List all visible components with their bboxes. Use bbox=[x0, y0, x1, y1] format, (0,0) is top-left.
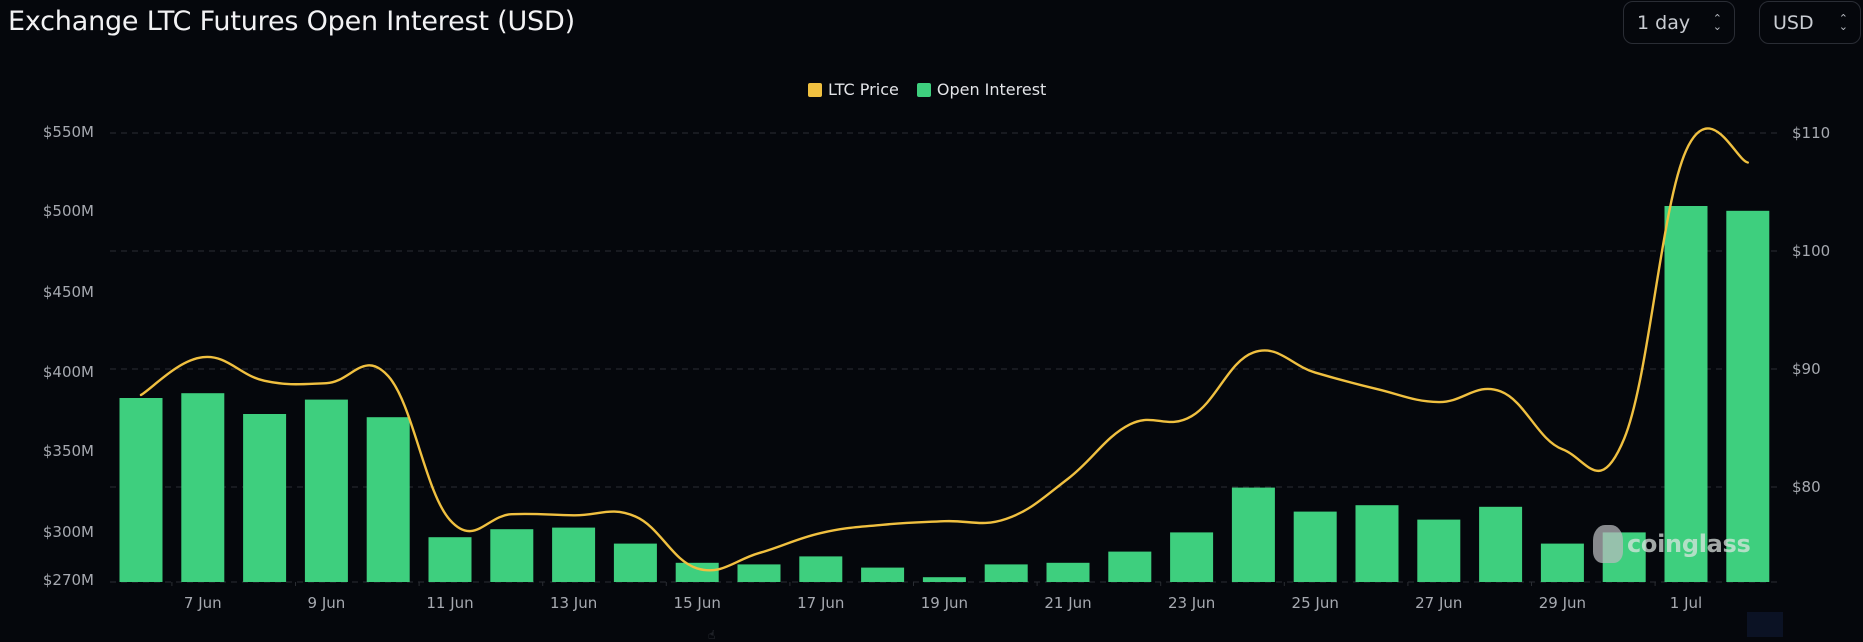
ltc-price-line bbox=[139, 127, 1749, 572]
x-axis: 7 Jun 9 Jun 11 Jun 13 Jun 15 Jun 17 Jun 19 Jun… bbox=[171, 582, 1702, 612]
gridlines bbox=[110, 132, 1780, 583]
legend-item-open-interest[interactable]: Open Interest bbox=[916, 80, 1047, 99]
open-interest-bar[interactable] bbox=[1479, 506, 1523, 582]
x-tick-label: 7 Jun bbox=[184, 594, 222, 612]
open-interest-bar[interactable] bbox=[613, 543, 657, 582]
x-tick-label: 19 Jun bbox=[921, 594, 968, 612]
chart-legend: LTC Price Open Interest bbox=[808, 80, 1046, 99]
up-down-chevron-icon: ⌃ ⌄ bbox=[1712, 11, 1722, 33]
open-interest-bar[interactable] bbox=[1170, 532, 1214, 582]
y-left-tick: $270M bbox=[43, 571, 94, 589]
coinglass-logo-icon bbox=[1593, 525, 1623, 563]
open-interest-bar[interactable] bbox=[552, 527, 596, 582]
y-axis-left: $550M $500M $450M $400M $350M $300M $270M bbox=[43, 123, 94, 589]
open-interest-bar[interactable] bbox=[675, 562, 719, 582]
ltc-price-swatch bbox=[808, 82, 822, 97]
y-right-tick: $80 bbox=[1792, 478, 1821, 496]
open-interest-bar[interactable] bbox=[1540, 543, 1584, 582]
open-interest-bar[interactable] bbox=[1108, 551, 1152, 582]
x-tick-label: 27 Jun bbox=[1415, 594, 1462, 612]
y-axis-right: $110 $100 $90 $80 bbox=[1792, 124, 1830, 496]
open-interest-bar[interactable] bbox=[119, 398, 163, 582]
x-tick-label: 9 Jun bbox=[308, 594, 346, 612]
x-tick-label: 11 Jun bbox=[426, 594, 473, 612]
legend-label: LTC Price bbox=[828, 80, 899, 99]
hand-cursor-icon: ☝ bbox=[708, 628, 716, 642]
x-tick-label: 25 Jun bbox=[1292, 594, 1339, 612]
coinglass-watermark: coinglass bbox=[1593, 525, 1751, 563]
open-interest-bar[interactable] bbox=[1664, 206, 1708, 582]
currency-select[interactable]: USD ⌃ ⌄ bbox=[1759, 1, 1861, 44]
open-interest-bar[interactable] bbox=[861, 567, 905, 582]
interval-select[interactable]: 1 day ⌃ ⌄ bbox=[1623, 1, 1735, 44]
x-tick-label: 1 Jul bbox=[1670, 594, 1702, 612]
y-left-tick: $550M bbox=[43, 123, 94, 141]
up-down-chevron-icon: ⌃ ⌄ bbox=[1838, 11, 1848, 33]
open-interest-bar[interactable] bbox=[1417, 519, 1461, 582]
legend-label: Open Interest bbox=[936, 80, 1047, 99]
x-tick-label: 21 Jun bbox=[1044, 594, 1091, 612]
y-left-tick: $350M bbox=[43, 442, 94, 460]
open-interest-bar[interactable] bbox=[799, 556, 843, 582]
open-interest-bar[interactable] bbox=[428, 537, 472, 582]
interval-select-value: 1 day bbox=[1637, 11, 1691, 34]
y-right-tick: $100 bbox=[1792, 242, 1830, 260]
y-right-tick: $90 bbox=[1792, 360, 1821, 378]
open-interest-bar[interactable] bbox=[737, 564, 781, 582]
open-interest-bar[interactable] bbox=[304, 399, 348, 582]
open-interest-bar[interactable] bbox=[490, 529, 534, 582]
open-interest-bar[interactable] bbox=[243, 414, 287, 582]
open-interest-bar[interactable] bbox=[1355, 505, 1399, 582]
open-interest-bar[interactable] bbox=[984, 564, 1028, 582]
y-right-tick: $110 bbox=[1792, 124, 1830, 142]
x-tick-label: 15 Jun bbox=[674, 594, 721, 612]
scroll-to-top-button[interactable] bbox=[1747, 612, 1783, 637]
y-left-tick: $500M bbox=[43, 202, 94, 220]
x-tick-label: 17 Jun bbox=[797, 594, 844, 612]
x-tick-label: 13 Jun bbox=[550, 594, 597, 612]
open-interest-swatch bbox=[916, 82, 931, 97]
open-interest-bar[interactable] bbox=[1293, 511, 1337, 582]
y-left-tick: $300M bbox=[43, 523, 94, 541]
legend-item-ltc-price[interactable]: LTC Price bbox=[808, 80, 899, 99]
y-left-tick: $450M bbox=[43, 283, 94, 301]
open-interest-bar[interactable] bbox=[1231, 487, 1275, 582]
open-interest-bar[interactable] bbox=[1046, 562, 1090, 582]
y-left-tick: $400M bbox=[43, 363, 94, 381]
x-tick-label: 29 Jun bbox=[1539, 594, 1586, 612]
open-interest-bars bbox=[119, 206, 1770, 583]
page-title: Exchange LTC Futures Open Interest (USD) bbox=[8, 6, 575, 37]
x-tick-label: 23 Jun bbox=[1168, 594, 1215, 612]
currency-select-value: USD bbox=[1773, 11, 1814, 34]
open-interest-bar[interactable] bbox=[181, 393, 225, 582]
open-interest-bar[interactable] bbox=[922, 577, 966, 582]
open-interest-bar[interactable] bbox=[1726, 210, 1770, 583]
open-interest-bar[interactable] bbox=[366, 417, 410, 582]
